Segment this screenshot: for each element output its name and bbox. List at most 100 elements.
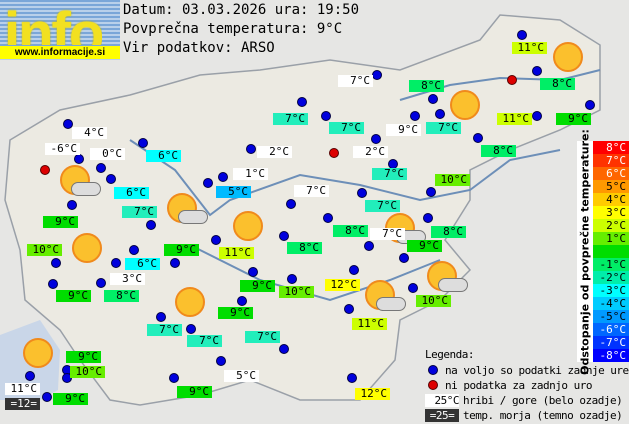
station-dot[interactable] [297,97,307,107]
station-dot[interactable] [106,174,116,184]
available-dot-icon [428,365,438,375]
station-dot[interactable] [585,100,595,110]
station-dot[interactable] [517,30,527,40]
scale-cell: 2°C [593,219,629,232]
station-dot[interactable] [364,241,374,251]
missing-station-dot[interactable] [507,75,517,85]
station-dot[interactable] [216,356,226,366]
station-dot[interactable] [287,274,297,284]
station-dot[interactable] [473,133,483,143]
scale-cell: 4°C [593,193,629,206]
station-dot[interactable] [246,144,256,154]
station-dot[interactable] [279,231,289,241]
station-temperature: 9°C [66,351,101,363]
station-temperature: 8°C [431,226,466,238]
sun-icon [175,287,205,317]
station-temperature: 8°C [104,290,139,302]
legend-sea-sample: =25= [425,409,459,422]
sun-icon [23,338,53,368]
scale-cell: 3°C [593,206,629,219]
station-dot[interactable] [211,235,221,245]
station-dot[interactable] [357,188,367,198]
scale-cell: 1°C [593,232,629,245]
station-temperature: 7°C [273,113,308,125]
scale-cell: -7°C [593,336,629,349]
station-dot[interactable] [146,220,156,230]
station-dot[interactable] [286,199,296,209]
station-dot[interactable] [138,138,148,148]
station-temperature: -6°C [45,143,80,155]
scale-cell: -4°C [593,297,629,310]
station-dot[interactable] [96,163,106,173]
station-temperature: 9°C [177,386,212,398]
station-temperature: 9°C [407,240,442,252]
station-dot[interactable] [74,154,84,164]
scale-title: Odstopanje od povprečne temperature: [577,129,593,374]
station-dot[interactable] [410,111,420,121]
station-dot[interactable] [62,373,72,383]
station-dot[interactable] [218,172,228,182]
station-temperature: 12°C [325,279,360,291]
station-dot[interactable] [169,373,179,383]
station-dot[interactable] [129,245,139,255]
station-temperature: 1°C [233,168,268,180]
scale-cell: -1°C [593,258,629,271]
station-temperature: 7°C [329,122,364,134]
station-temperature: 11°C [497,113,532,125]
station-dot[interactable] [25,371,35,381]
station-dot[interactable] [349,265,359,275]
station-dot[interactable] [170,258,180,268]
station-dot[interactable] [423,213,433,223]
missing-station-dot[interactable] [40,165,50,175]
sun-icon [450,90,480,120]
station-dot[interactable] [435,109,445,119]
logo[interactable]: info www.informacije.si [0,0,120,60]
logo-url[interactable]: www.informacije.si [0,46,120,59]
legend-title: Legenda: [425,348,474,361]
station-dot[interactable] [532,66,542,76]
station-temperature: 7°C [187,335,222,347]
station-dot[interactable] [408,283,418,293]
station-temperature: 8°C [481,145,516,157]
missing-station-dot[interactable] [329,148,339,158]
station-temperature: 9°C [43,216,78,228]
station-dot[interactable] [63,119,73,129]
station-dot[interactable] [279,344,289,354]
station-temperature: 2°C [353,146,388,158]
station-dot[interactable] [111,258,121,268]
station-dot[interactable] [321,111,331,121]
station-dot[interactable] [347,373,357,383]
station-dot[interactable] [372,70,382,80]
station-dot[interactable] [426,187,436,197]
station-dot[interactable] [399,253,409,263]
station-temperature: 0°C [90,148,125,160]
station-dot[interactable] [237,296,247,306]
station-temperature: 10°C [416,295,451,307]
station-temperature: 10°C [279,286,314,298]
station-dot[interactable] [532,111,542,121]
station-dot[interactable] [156,312,166,322]
station-temperature: 9°C [164,244,199,256]
missing-dot-icon [428,380,438,390]
station-temperature: 11°C [5,383,40,395]
station-dot[interactable] [96,278,106,288]
station-temperature: 7°C [294,185,329,197]
station-temperature: 5°C [216,186,251,198]
station-dot[interactable] [248,267,258,277]
station-dot[interactable] [371,134,381,144]
station-dot[interactable] [51,258,61,268]
scale-cell: -3°C [593,284,629,297]
cloud-icon [376,297,406,311]
station-dot[interactable] [344,304,354,314]
station-dot[interactable] [203,178,213,188]
station-dot[interactable] [67,200,77,210]
station-dot[interactable] [323,213,333,223]
cloud-icon [178,210,208,224]
station-temperature: 8°C [409,80,444,92]
station-dot[interactable] [186,324,196,334]
station-dot[interactable] [428,94,438,104]
station-temperature: 6°C [114,187,149,199]
station-dot[interactable] [48,279,58,289]
station-temperature: 10°C [27,244,62,256]
station-dot[interactable] [42,392,52,402]
